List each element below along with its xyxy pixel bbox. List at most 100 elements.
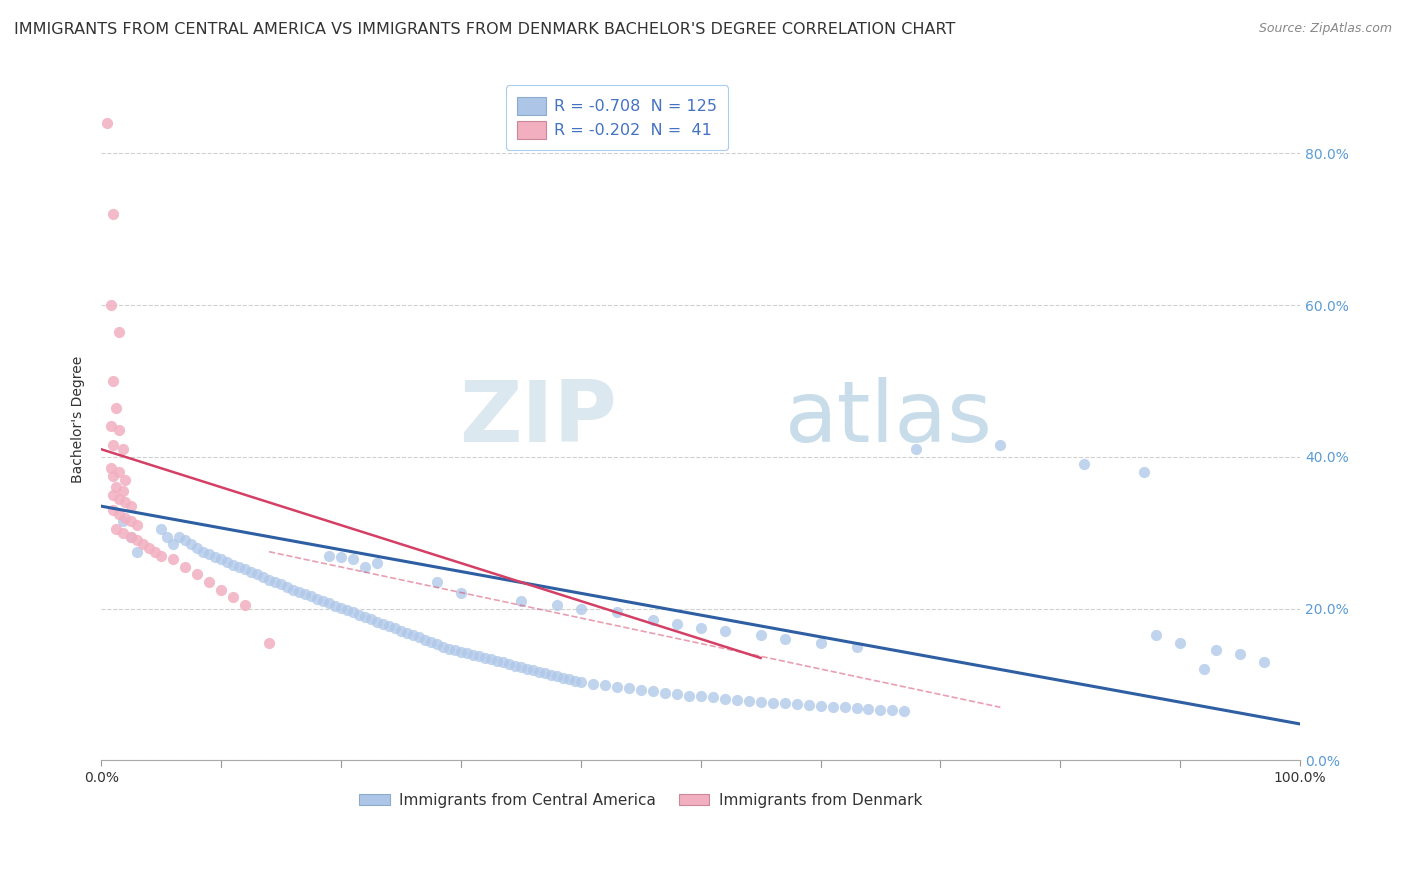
- Point: [533, 666, 555, 681]
- Point: [479, 652, 502, 666]
- Point: [111, 442, 134, 457]
- Point: [402, 628, 425, 642]
- Point: [323, 599, 346, 613]
- Point: [845, 701, 868, 715]
- Legend: Immigrants from Central America, Immigrants from Denmark: Immigrants from Central America, Immigra…: [353, 787, 928, 814]
- Point: [204, 549, 226, 564]
- Point: [569, 601, 592, 615]
- Point: [834, 700, 856, 714]
- Point: [318, 596, 340, 610]
- Point: [281, 582, 304, 597]
- Point: [905, 442, 928, 457]
- Y-axis label: Bachelor's Degree: Bachelor's Degree: [72, 355, 86, 483]
- Point: [702, 690, 724, 705]
- Point: [330, 549, 353, 564]
- Point: [569, 675, 592, 690]
- Point: [845, 640, 868, 654]
- Point: [444, 643, 467, 657]
- Point: [342, 552, 364, 566]
- Point: [1133, 465, 1156, 479]
- Point: [162, 537, 184, 551]
- Point: [156, 529, 179, 543]
- Point: [299, 590, 322, 604]
- Point: [127, 545, 149, 559]
- Point: [114, 510, 136, 524]
- Point: [582, 677, 605, 691]
- Point: [222, 558, 245, 572]
- Point: [111, 525, 134, 540]
- Point: [725, 693, 748, 707]
- Point: [509, 660, 531, 674]
- Point: [437, 641, 460, 656]
- Point: [270, 577, 292, 591]
- Point: [468, 649, 491, 664]
- Point: [209, 552, 232, 566]
- Point: [174, 533, 197, 548]
- Point: [264, 575, 287, 590]
- Point: [366, 556, 388, 570]
- Point: [551, 671, 574, 685]
- Point: [498, 657, 520, 671]
- Point: [516, 662, 538, 676]
- Point: [96, 116, 118, 130]
- Point: [689, 689, 711, 703]
- Point: [689, 621, 711, 635]
- Point: [678, 689, 700, 703]
- Point: [360, 612, 382, 626]
- Point: [432, 640, 454, 654]
- Point: [384, 621, 406, 635]
- Point: [162, 552, 184, 566]
- Point: [882, 703, 904, 717]
- Point: [665, 687, 688, 701]
- Point: [527, 665, 550, 679]
- Point: [108, 325, 131, 339]
- Point: [419, 635, 441, 649]
- Point: [988, 438, 1011, 452]
- Point: [120, 499, 142, 513]
- Point: [257, 636, 280, 650]
- Point: [426, 637, 449, 651]
- Point: [1229, 647, 1251, 661]
- Point: [198, 575, 221, 590]
- Point: [100, 419, 122, 434]
- Point: [186, 567, 208, 582]
- Point: [773, 697, 796, 711]
- Point: [132, 537, 155, 551]
- Point: [413, 632, 436, 647]
- Point: [104, 401, 127, 415]
- Point: [630, 682, 652, 697]
- Point: [257, 573, 280, 587]
- Point: [114, 495, 136, 509]
- Point: [347, 607, 370, 622]
- Point: [120, 514, 142, 528]
- Point: [713, 692, 735, 706]
- Point: [450, 586, 472, 600]
- Point: [198, 547, 221, 561]
- Point: [503, 658, 526, 673]
- Point: [108, 423, 131, 437]
- Point: [474, 651, 496, 665]
- Point: [108, 491, 131, 506]
- Point: [104, 522, 127, 536]
- Point: [773, 632, 796, 646]
- Point: [233, 562, 256, 576]
- Point: [786, 697, 808, 711]
- Text: ZIP: ZIP: [458, 377, 617, 460]
- Point: [558, 672, 581, 686]
- Point: [564, 673, 586, 688]
- Point: [893, 704, 915, 718]
- Point: [354, 560, 377, 574]
- Point: [103, 374, 125, 388]
- Point: [233, 598, 256, 612]
- Point: [366, 615, 388, 629]
- Point: [546, 669, 568, 683]
- Point: [606, 680, 628, 694]
- Point: [252, 570, 274, 584]
- Point: [426, 575, 449, 590]
- Point: [378, 619, 401, 633]
- Point: [389, 624, 412, 638]
- Point: [1192, 662, 1215, 676]
- Point: [104, 480, 127, 494]
- Point: [641, 613, 664, 627]
- Point: [111, 483, 134, 498]
